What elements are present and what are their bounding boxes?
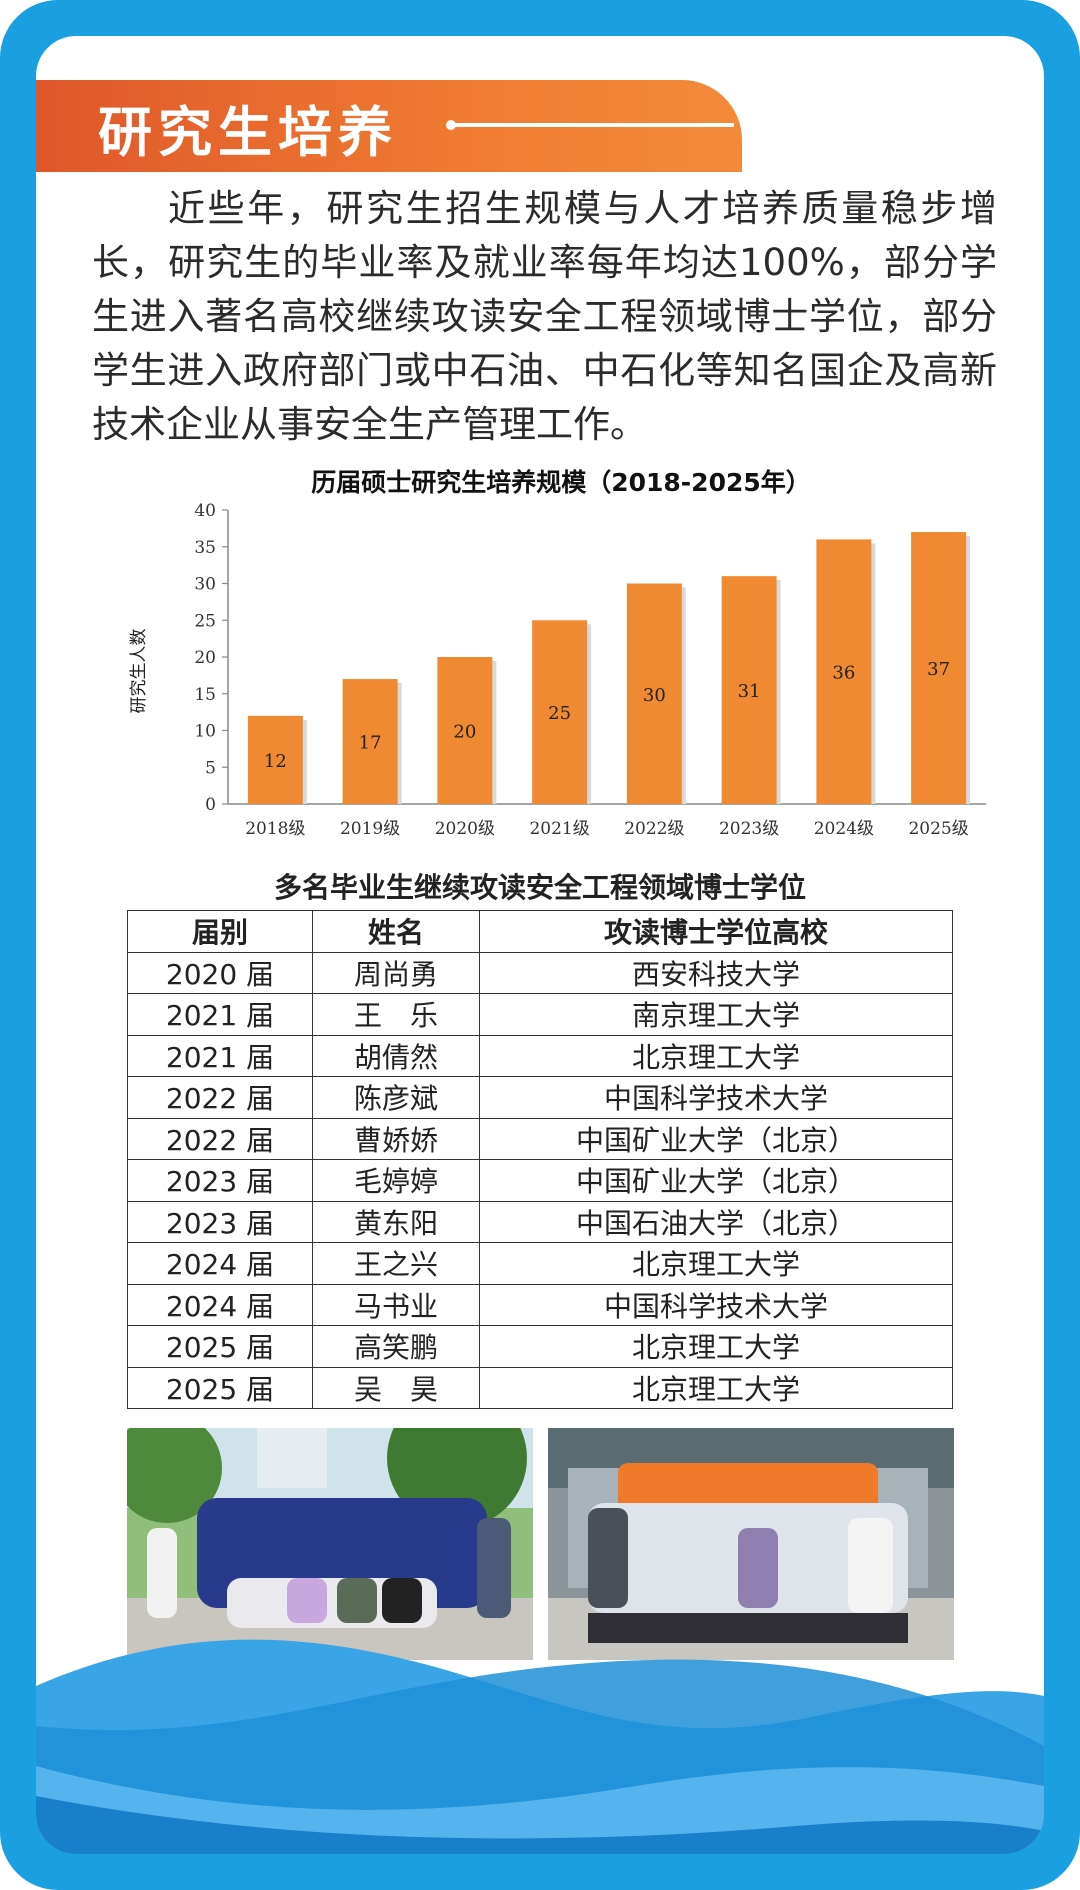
- table-row: 2022 届曹娇娇 中国矿业大学（北京）: [127, 1117, 953, 1160]
- class-year-cell: 2025 届: [127, 1325, 313, 1368]
- bar-2024级: [816, 539, 872, 804]
- university-cell: 北京理工大学: [479, 1034, 953, 1077]
- decorative-wave: [36, 1639, 1044, 1854]
- university-cell: 中国科学技术大学: [479, 1283, 953, 1326]
- university-cell: 中国石油大学（北京）: [479, 1200, 953, 1243]
- y-tick-label: 20: [194, 648, 216, 668]
- header-name: 姓名: [312, 910, 480, 953]
- university-cell: 北京理工大学: [479, 1242, 953, 1285]
- content-panel: 研究生培养 近些年，研究生招生规模与人才培养质量稳步增长，研究生的毕业率及就业率…: [36, 36, 1044, 1854]
- name-cell: 曹娇娇: [312, 1117, 480, 1160]
- bar-value-label: 31: [738, 681, 761, 702]
- y-tick-label: 35: [194, 538, 216, 558]
- name-cell: 马书业: [312, 1283, 480, 1326]
- enrollment-bar-chart: 历届硕士研究生培养规模（2018-2025年） 研究生人数 0510152025…: [129, 468, 986, 839]
- phd-graduates-table: 届别 姓名 攻读博士学位高校 2020 届周尚勇 西安科技大学 2021 届王 乐南…: [127, 910, 953, 1409]
- class-year-cell: 2024 届: [127, 1242, 313, 1285]
- x-tick-label: 2018级: [245, 819, 305, 839]
- table-header-row: 届别 姓名 攻读博士学位高校: [127, 910, 953, 953]
- table-row: 2021 届胡倩然 北京理工大学: [127, 1034, 953, 1077]
- class-year-cell: 2022 届: [127, 1076, 313, 1119]
- y-tick-label: 15: [194, 685, 216, 705]
- name-cell: 吴 昊: [312, 1366, 480, 1409]
- name-cell: 高笑鹏: [312, 1325, 480, 1368]
- section-title: 研究生培养: [98, 101, 398, 164]
- university-cell: 北京理工大学: [479, 1325, 953, 1368]
- table-row: 2024 届马书业 中国科学技术大学: [127, 1283, 953, 1326]
- y-tick-label: 0: [205, 795, 216, 815]
- x-tick-label: 2024级: [814, 819, 874, 839]
- class-year-cell: 2021 届: [127, 993, 313, 1036]
- table-row: 2022 届陈彦斌 中国科学技术大学: [127, 1076, 953, 1119]
- y-tick-label: 10: [194, 722, 216, 742]
- name-cell: 胡倩然: [312, 1034, 480, 1077]
- bar-value-label: 37: [927, 659, 950, 680]
- class-year-cell: 2025 届: [127, 1366, 313, 1409]
- y-tick-label: 40: [194, 501, 216, 521]
- x-tick-label: 2025级: [908, 819, 968, 839]
- x-tick-label: 2021级: [529, 819, 589, 839]
- y-tick-label: 30: [194, 575, 216, 595]
- x-tick-label: 2020级: [435, 819, 495, 839]
- bar-2022级: [626, 583, 682, 804]
- name-cell: 陈彦斌: [312, 1076, 480, 1119]
- name-cell: 黄东阳: [312, 1200, 480, 1243]
- bar-2019级: [342, 679, 398, 804]
- bar-2025级: [911, 532, 967, 804]
- university-cell: 南京理工大学: [479, 993, 953, 1036]
- class-year-cell: 2023 届: [127, 1159, 313, 1202]
- university-cell: 北京理工大学: [479, 1366, 953, 1409]
- class-year-cell: 2021 届: [127, 1034, 313, 1077]
- bar-2021级: [532, 620, 588, 804]
- section-banner: 研究生培养: [36, 80, 742, 172]
- header-class-year: 届别: [127, 910, 313, 953]
- bar-value-label: 36: [832, 663, 855, 684]
- lab-group-photo: [548, 1428, 954, 1660]
- phd-table-title: 多名毕业生继续攻读安全工程领域博士学位: [273, 871, 806, 904]
- bar-2023级: [721, 576, 777, 804]
- name-cell: 周尚勇: [312, 951, 480, 994]
- class-year-cell: 2024 届: [127, 1283, 313, 1326]
- intro-paragraph: 近些年，研究生招生规模与人才培养质量稳步增长，研究生的毕业率及就业率每年均达10…: [92, 187, 997, 446]
- name-cell: 王 乐: [312, 993, 480, 1036]
- y-tick-label: 5: [205, 758, 216, 778]
- bar-value-label: 12: [264, 751, 287, 772]
- bar-value-label: 25: [548, 703, 571, 724]
- table-row: 2025 届吴 昊北京理工大学: [127, 1366, 953, 1409]
- table-row: 2024 届王之兴 北京理工大学: [127, 1242, 953, 1285]
- class-year-cell: 2023 届: [127, 1200, 313, 1243]
- graduation-group-photo: [127, 1428, 533, 1660]
- bar-value-label: 30: [643, 685, 666, 706]
- chart-title: 历届硕士研究生培养规模（2018-2025年）: [311, 468, 811, 497]
- university-cell: 中国科学技术大学: [479, 1076, 953, 1119]
- chart-y-axis-label: 研究生人数: [129, 629, 149, 714]
- university-cell: 西安科技大学: [479, 951, 953, 994]
- y-tick-label: 25: [194, 611, 216, 631]
- x-tick-label: 2022级: [624, 819, 684, 839]
- table-row: 2023 届毛婷婷 中国矿业大学（北京）: [127, 1159, 953, 1202]
- table-row: 2023 届黄东阳 中国石油大学（北京）: [127, 1200, 953, 1243]
- banner-line-decoration: [452, 123, 734, 127]
- bar-2018级: [247, 715, 303, 804]
- table-row: 2025 届高笑鹏 北京理工大学: [127, 1325, 953, 1368]
- bar-value-label: 20: [453, 722, 476, 743]
- bar-value-label: 17: [359, 733, 382, 754]
- name-cell: 毛婷婷: [312, 1159, 480, 1202]
- university-cell: 中国矿业大学（北京）: [479, 1117, 953, 1160]
- x-tick-label: 2023级: [719, 819, 779, 839]
- banner-dot-decoration: [446, 120, 456, 130]
- class-year-cell: 2020 届: [127, 951, 313, 994]
- header-university: 攻读博士学位高校: [479, 910, 953, 953]
- table-row: 2020 届周尚勇 西安科技大学: [127, 951, 953, 994]
- x-tick-label: 2019级: [340, 819, 400, 839]
- bar-2020级: [437, 657, 493, 804]
- university-cell: 中国矿业大学（北京）: [479, 1159, 953, 1202]
- class-year-cell: 2022 届: [127, 1117, 313, 1160]
- table-row: 2021 届王 乐南京理工大学: [127, 993, 953, 1036]
- name-cell: 王之兴: [312, 1242, 480, 1285]
